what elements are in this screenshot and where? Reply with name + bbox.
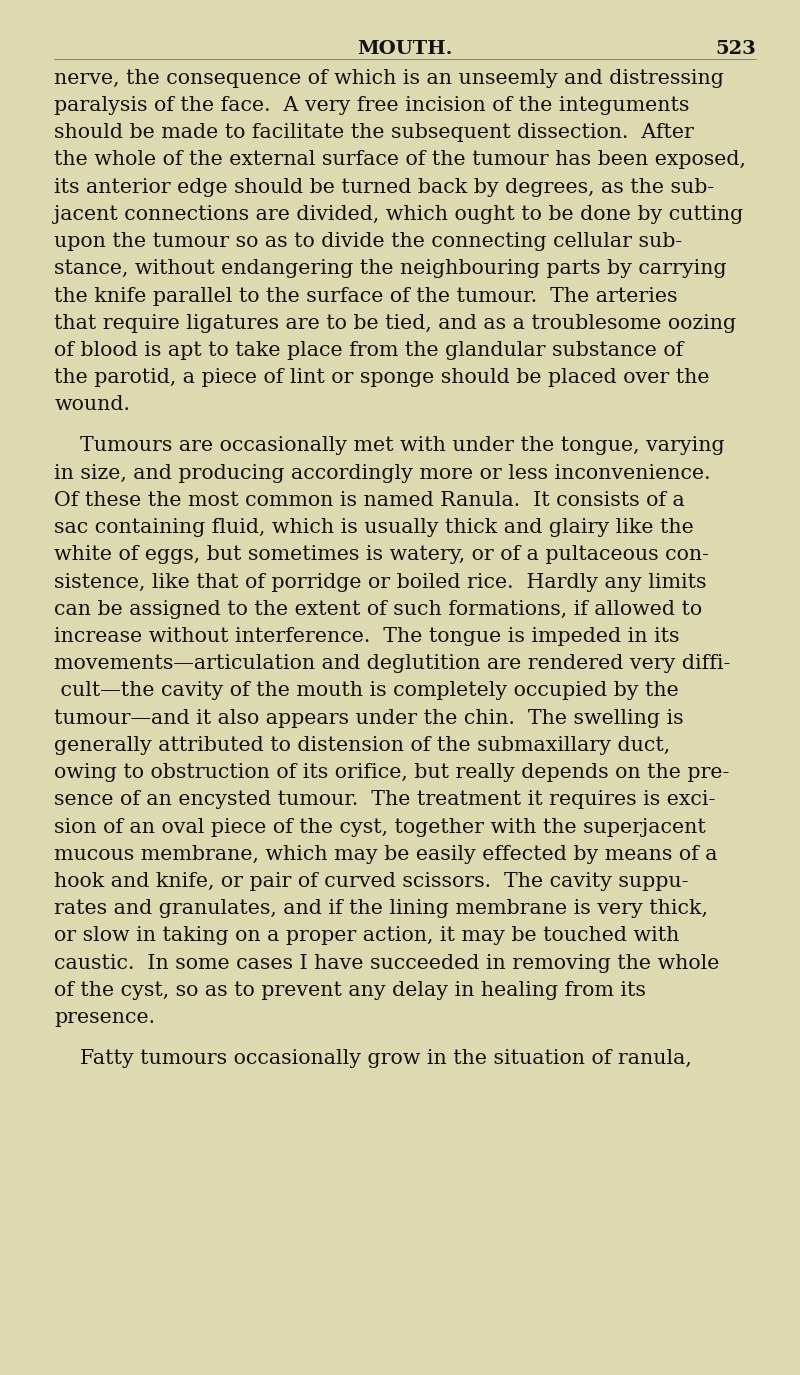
Text: the knife parallel to the surface of the tumour.  The arteries: the knife parallel to the surface of the… bbox=[54, 286, 678, 305]
Text: the whole of the external surface of the tumour has been exposed,: the whole of the external surface of the… bbox=[54, 150, 746, 169]
Text: hook and knife, or pair of curved scissors.  The cavity suppu-: hook and knife, or pair of curved scisso… bbox=[54, 872, 689, 891]
Text: mucous membrane, which may be easily effected by means of a: mucous membrane, which may be easily eff… bbox=[54, 844, 718, 864]
Text: increase without interference.  The tongue is impeded in its: increase without interference. The tongu… bbox=[54, 627, 680, 646]
Text: tumour—and it also appears under the chin.  The swelling is: tumour—and it also appears under the chi… bbox=[54, 708, 684, 727]
Text: 523: 523 bbox=[715, 40, 756, 58]
Text: should be made to facilitate the subsequent dissection.  After: should be made to facilitate the subsequ… bbox=[54, 124, 694, 142]
Text: of the cyst, so as to prevent any delay in healing from its: of the cyst, so as to prevent any delay … bbox=[54, 980, 646, 1000]
Text: owing to obstruction of its orifice, but really depends on the pre-: owing to obstruction of its orifice, but… bbox=[54, 763, 730, 782]
Text: Of these the most common is named Ranula.  It consists of a: Of these the most common is named Ranula… bbox=[54, 491, 685, 510]
Text: MOUTH.: MOUTH. bbox=[358, 40, 453, 58]
Text: paralysis of the face.  A very free incision of the integuments: paralysis of the face. A very free incis… bbox=[54, 96, 690, 116]
Text: sion of an oval piece of the cyst, together with the superjacent: sion of an oval piece of the cyst, toget… bbox=[54, 818, 706, 836]
Text: Fatty tumours occasionally grow in the situation of ranula,: Fatty tumours occasionally grow in the s… bbox=[54, 1049, 692, 1068]
Text: sence of an encysted tumour.  The treatment it requires is exci-: sence of an encysted tumour. The treatme… bbox=[54, 791, 716, 810]
Text: generally attributed to distension of the submaxillary duct,: generally attributed to distension of th… bbox=[54, 736, 670, 755]
Text: sistence, like that of porridge or boiled rice.  Hardly any limits: sistence, like that of porridge or boile… bbox=[54, 572, 707, 591]
Text: cult—the cavity of the mouth is completely occupied by the: cult—the cavity of the mouth is complete… bbox=[54, 682, 679, 700]
Text: in size, and producing accordingly more or less inconvenience.: in size, and producing accordingly more … bbox=[54, 463, 711, 483]
Text: presence.: presence. bbox=[54, 1008, 155, 1027]
Text: of blood is apt to take place from the glandular substance of: of blood is apt to take place from the g… bbox=[54, 341, 684, 360]
Text: its anterior edge should be turned back by degrees, as the sub-: its anterior edge should be turned back … bbox=[54, 177, 714, 197]
Text: or slow in taking on a proper action, it may be touched with: or slow in taking on a proper action, it… bbox=[54, 927, 680, 946]
Text: jacent connections are divided, which ought to be done by cutting: jacent connections are divided, which ou… bbox=[54, 205, 744, 224]
Text: upon the tumour so as to divide the connecting cellular sub-: upon the tumour so as to divide the conn… bbox=[54, 232, 682, 252]
Text: caustic.  In some cases I have succeeded in removing the whole: caustic. In some cases I have succeeded … bbox=[54, 954, 720, 972]
Text: stance, without endangering the neighbouring parts by carrying: stance, without endangering the neighbou… bbox=[54, 260, 727, 278]
Text: the parotid, a piece of lint or sponge should be placed over the: the parotid, a piece of lint or sponge s… bbox=[54, 368, 710, 388]
Text: rates and granulates, and if the lining membrane is very thick,: rates and granulates, and if the lining … bbox=[54, 899, 708, 918]
Text: Tumours are occasionally met with under the tongue, varying: Tumours are occasionally met with under … bbox=[54, 436, 725, 455]
Text: nerve, the consequence of which is an unseemly and distressing: nerve, the consequence of which is an un… bbox=[54, 69, 724, 88]
Text: wound.: wound. bbox=[54, 396, 130, 414]
Text: white of eggs, but sometimes is watery, or of a pultaceous con-: white of eggs, but sometimes is watery, … bbox=[54, 546, 710, 564]
Text: sac containing fluid, which is usually thick and glairy like the: sac containing fluid, which is usually t… bbox=[54, 518, 694, 538]
Text: movements—articulation and deglutition are rendered very diffi-: movements—articulation and deglutition a… bbox=[54, 654, 730, 674]
Text: can be assigned to the extent of such formations, if allowed to: can be assigned to the extent of such fo… bbox=[54, 600, 702, 619]
Text: that require ligatures are to be tied, and as a troublesome oozing: that require ligatures are to be tied, a… bbox=[54, 314, 737, 333]
